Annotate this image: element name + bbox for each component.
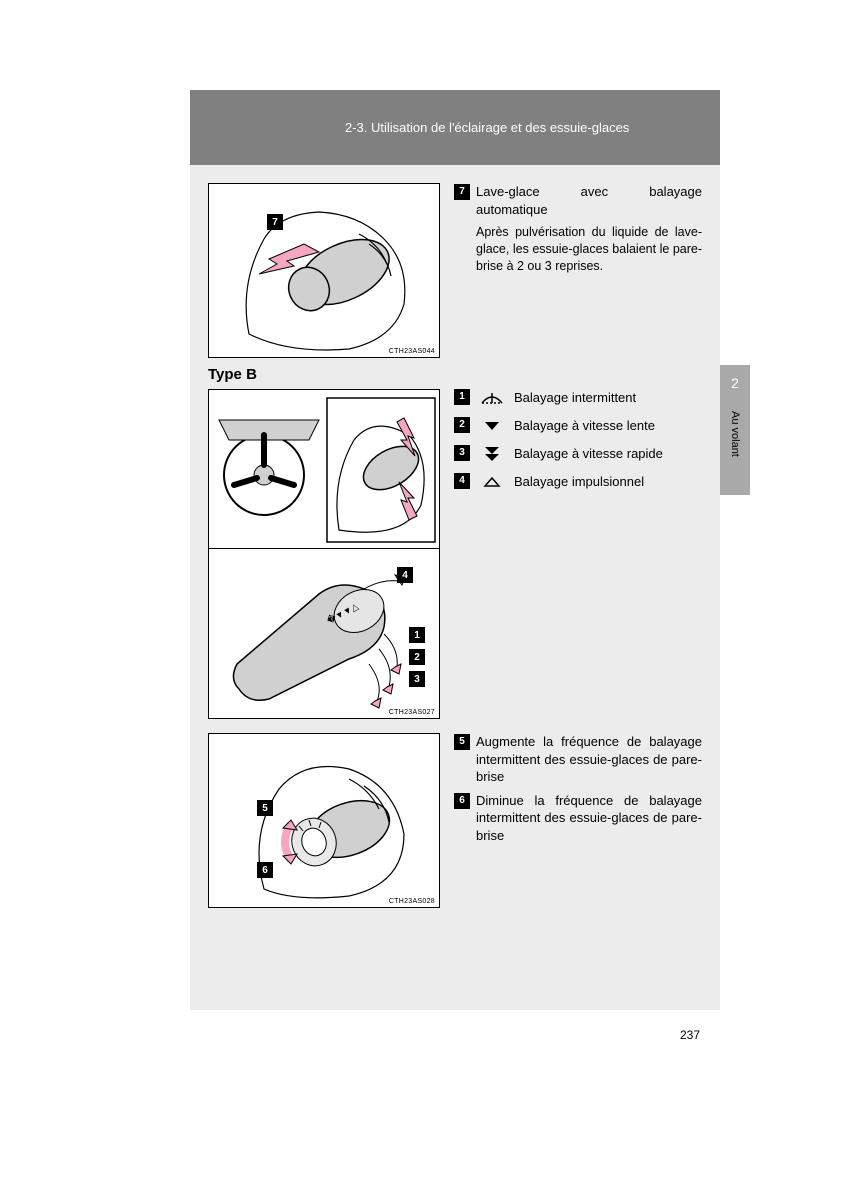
figure-stalk-modes: �▼▼△ 4 1 2 3 CTH23AS027 bbox=[208, 549, 440, 719]
section-header: 2-3. Utilisation de l'éclairage et des e… bbox=[190, 90, 720, 165]
item-7-desc: Après pulvérisation du liquide de lave-g… bbox=[476, 224, 702, 275]
chapter-tab: 2 Au volant bbox=[720, 365, 750, 495]
legend-3: 3 Balayage à vitesse rapide bbox=[454, 445, 702, 463]
washer-text: 7 Lave-glace avec balayage automatique A… bbox=[454, 183, 702, 358]
wiper-intermittent-icon bbox=[478, 389, 506, 407]
legend-4: 4 Balayage impulsionnel bbox=[454, 473, 702, 491]
down-single-icon bbox=[478, 417, 506, 435]
legend-1: 1 Balayage intermittent bbox=[454, 389, 702, 407]
item-5-text: Augmente la fréquence de balayage interm… bbox=[476, 733, 702, 786]
frequency-text: 5 Augmente la fréquence de balayage inte… bbox=[454, 733, 702, 908]
type-b-figures: �▼▼△ 4 1 2 3 CTH23AS027 bbox=[208, 389, 440, 719]
callout-5: 5 bbox=[257, 800, 273, 816]
legend-4-num: 4 bbox=[454, 473, 470, 489]
callout-3: 3 bbox=[409, 671, 425, 687]
legend-3-text: Balayage à vitesse rapide bbox=[514, 445, 702, 463]
figure-dashboard bbox=[208, 389, 440, 549]
figure-caption-1: CTH23AS044 bbox=[389, 348, 435, 355]
spacer bbox=[208, 719, 702, 733]
item-6-row: 6 Diminue la fréquence de balayage inter… bbox=[454, 792, 702, 845]
figure-caption-2: CTH23AS027 bbox=[389, 709, 435, 716]
callout-6: 6 bbox=[257, 862, 273, 878]
callout-5-inline: 5 bbox=[454, 734, 470, 750]
figure-caption-3: CTH23AS028 bbox=[389, 898, 435, 905]
type-b-label: Type B bbox=[208, 366, 702, 383]
section-header-text: 2-3. Utilisation de l'éclairage et des e… bbox=[345, 120, 629, 135]
item-6-text: Diminue la fréquence de balayage intermi… bbox=[476, 792, 702, 845]
item-5-row: 5 Augmente la fréquence de balayage inte… bbox=[454, 733, 702, 786]
callout-7-inline: 7 bbox=[454, 184, 470, 200]
row-frequency: 5 6 CTH23AS028 5 Augmente la fréquence d… bbox=[208, 733, 702, 908]
down-double-icon bbox=[478, 445, 506, 463]
callout-1: 1 bbox=[409, 627, 425, 643]
chapter-number: 2 bbox=[731, 375, 739, 391]
legend-2-num: 2 bbox=[454, 417, 470, 433]
figure-washer: 7 CTH23AS044 bbox=[208, 183, 440, 358]
callout-4: 4 bbox=[397, 567, 413, 583]
item-7-title-row: 7 Lave-glace avec balayage automatique bbox=[454, 183, 702, 218]
callout-7: 7 bbox=[267, 214, 283, 230]
callout-2: 2 bbox=[409, 649, 425, 665]
row-type-b: �▼▼△ 4 1 2 3 CTH23AS027 bbox=[208, 389, 702, 719]
legend-1-num: 1 bbox=[454, 389, 470, 405]
content-panel: 7 CTH23AS044 7 Lave-glace avec balayage … bbox=[190, 165, 720, 1010]
chapter-label: Au volant bbox=[729, 411, 741, 457]
washer-illustration bbox=[209, 184, 440, 358]
frequency-illustration bbox=[209, 734, 440, 908]
legend-2-text: Balayage à vitesse lente bbox=[514, 417, 702, 435]
legend-3-num: 3 bbox=[454, 445, 470, 461]
callout-6-inline: 6 bbox=[454, 793, 470, 809]
page-number: 237 bbox=[680, 1028, 700, 1042]
legend-4-text: Balayage impulsionnel bbox=[514, 473, 702, 491]
row-washer: 7 CTH23AS044 7 Lave-glace avec balayage … bbox=[208, 183, 702, 358]
figure-frequency: 5 6 CTH23AS028 bbox=[208, 733, 440, 908]
legend-1-text: Balayage intermittent bbox=[514, 389, 702, 407]
legend-2: 2 Balayage à vitesse lente bbox=[454, 417, 702, 435]
up-outline-icon bbox=[478, 473, 506, 491]
type-b-legend: 1 Balayage intermittent 2 Balayage à vit… bbox=[454, 389, 702, 719]
item-7-title: Lave-glace avec balayage automatique bbox=[476, 183, 702, 218]
dashboard-illustration bbox=[209, 390, 440, 549]
